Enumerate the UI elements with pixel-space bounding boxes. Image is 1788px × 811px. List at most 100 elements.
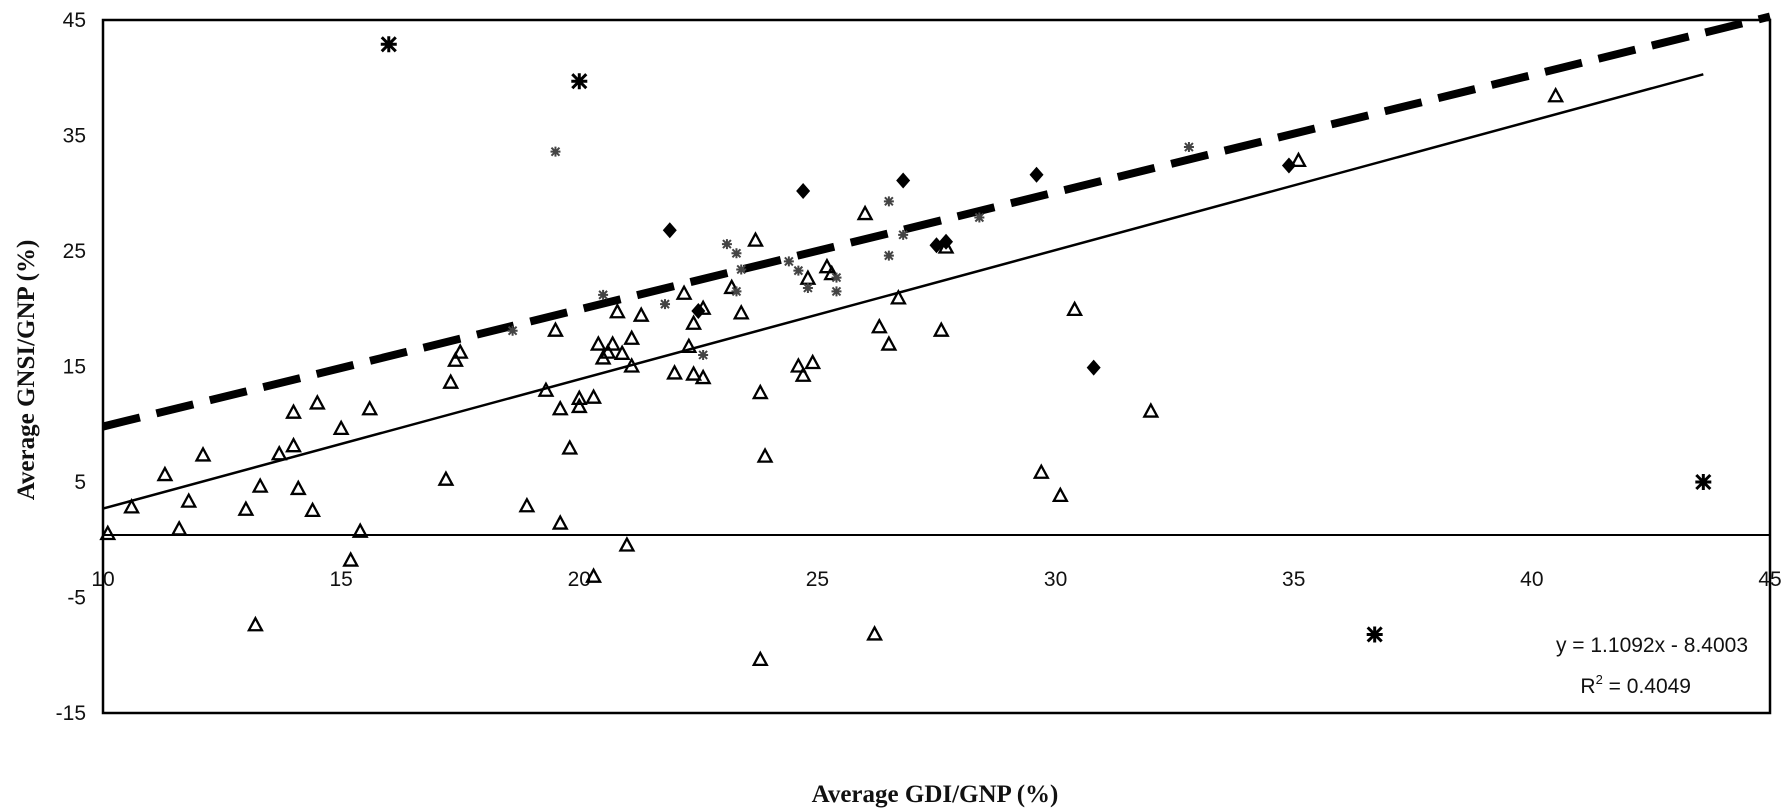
x-tick-label: 30	[1044, 568, 1067, 591]
y-axis-title: Average GNSI/GNP (%)	[13, 240, 40, 501]
data-points	[99, 36, 1712, 667]
triangle-point	[613, 344, 631, 360]
triangle-point	[585, 567, 603, 583]
x-axis-title: Average GDI/GNP (%)	[812, 781, 1059, 808]
small-star-point	[736, 264, 747, 275]
triangle-point	[685, 365, 703, 381]
triangle-point	[1547, 86, 1565, 103]
triangle-point	[437, 470, 455, 486]
x-tick-label: 40	[1520, 568, 1543, 591]
small-star-point	[783, 256, 794, 267]
triangle-point	[342, 551, 360, 567]
x-tick-label: 45	[1758, 568, 1781, 591]
small-star-point	[660, 299, 671, 310]
asterisk-point	[380, 36, 397, 53]
triangle-point	[361, 399, 379, 416]
triangle-point	[604, 335, 622, 351]
triangle-point	[351, 522, 369, 538]
diamond-point	[1086, 359, 1101, 376]
triangle-point	[823, 264, 841, 281]
triangle-point	[180, 492, 198, 508]
y-tick-label: 15	[63, 356, 86, 379]
small-star-point	[550, 146, 561, 157]
dashed-trendline	[102, 12, 1771, 431]
triangle-point	[866, 625, 884, 641]
diamond-point	[896, 172, 911, 189]
r-squared-symbol: R	[1580, 675, 1595, 698]
triangle-point	[551, 514, 569, 530]
triangle-point	[751, 383, 769, 400]
r-squared-exponent: 2	[1596, 672, 1603, 687]
triangle-point	[156, 465, 174, 482]
triangle-point	[818, 257, 836, 274]
small-star-point	[721, 239, 732, 250]
triangle-point	[1066, 300, 1084, 317]
y-tick-label: 5	[74, 471, 86, 494]
triangle-point	[547, 321, 564, 337]
triangle-point	[623, 329, 641, 345]
triangle-point	[570, 397, 588, 414]
triangle-point	[289, 479, 307, 496]
triangle-point	[332, 419, 350, 436]
diamond-point	[1029, 166, 1044, 183]
y-tick-label: -5	[67, 587, 86, 610]
triangle-point	[937, 238, 955, 254]
triangle-point	[1290, 151, 1307, 168]
triangle-point	[623, 357, 641, 373]
small-star-point	[831, 272, 842, 283]
triangle-point	[518, 496, 536, 513]
small-star-point	[1183, 142, 1194, 153]
triangle-point	[285, 436, 302, 453]
small-star-point	[598, 289, 609, 300]
diamond-point	[939, 233, 954, 250]
triangle-point	[123, 497, 141, 514]
triangle-point	[570, 389, 588, 405]
triangle-point	[561, 439, 579, 455]
triangle-point	[685, 314, 703, 330]
triangle-point	[442, 373, 460, 389]
triangle-point	[870, 317, 888, 334]
triangle-point	[246, 615, 264, 632]
triangle-point	[608, 302, 626, 319]
triangle-point	[537, 381, 555, 397]
triangle-point	[170, 519, 188, 536]
triangle-point	[270, 444, 288, 461]
triangle-point	[585, 388, 603, 404]
triangle-point	[675, 284, 693, 300]
diamond-point	[691, 303, 706, 320]
triangle-point	[599, 343, 617, 359]
r-squared-label: R2 = 0.4049	[1580, 672, 1691, 698]
triangle-point	[451, 343, 469, 359]
triangle-point	[285, 403, 302, 419]
triangle-point	[794, 366, 812, 382]
y-tick-label: -15	[56, 702, 86, 725]
plot-area	[101, 18, 1772, 715]
asterisk-point	[1695, 473, 1712, 491]
small-star-point	[731, 286, 742, 297]
small-star-point	[974, 212, 985, 223]
triangle-point	[680, 337, 698, 354]
triangle-point	[666, 364, 683, 380]
triangle-point	[251, 477, 269, 493]
small-star-point	[698, 349, 709, 360]
y-tick-label: 45	[63, 9, 86, 32]
trendlines	[102, 12, 1771, 510]
diamond-point	[662, 222, 677, 239]
triangle-point	[1051, 486, 1069, 503]
triangle-point	[589, 335, 607, 351]
x-tick-label: 20	[568, 568, 591, 591]
x-tick-label: 35	[1282, 568, 1305, 591]
triangle-point	[99, 524, 117, 541]
triangle-point	[1032, 463, 1050, 479]
solid-trendline	[102, 73, 1704, 510]
small-star-point	[731, 248, 742, 259]
triangle-point	[747, 231, 764, 247]
small-star-point	[831, 286, 842, 297]
triangle-point	[551, 399, 569, 416]
x-tick-label: 25	[806, 568, 829, 591]
x-tick-label: 10	[91, 568, 114, 591]
triangle-point	[694, 368, 712, 385]
diamond-point	[796, 182, 811, 199]
triangle-point	[889, 288, 907, 305]
small-star-point	[883, 250, 894, 261]
